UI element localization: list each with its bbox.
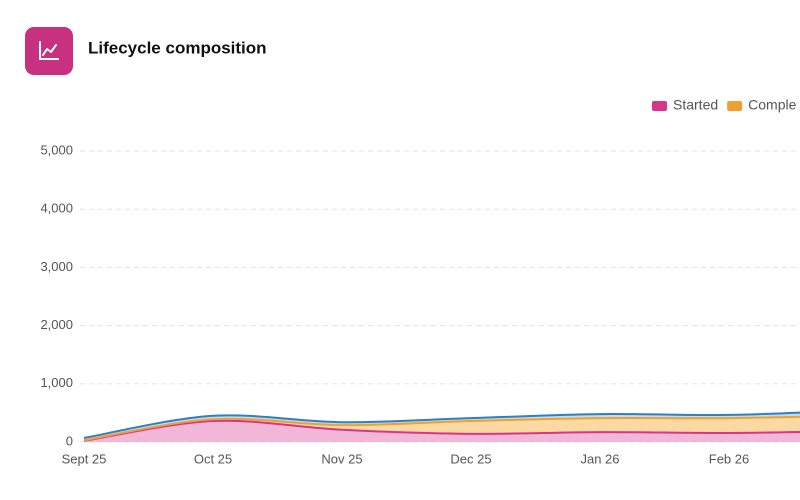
series-line xyxy=(83,411,800,439)
x-tick-label: Nov 25 xyxy=(321,451,362,466)
x-tick-label: Oct 25 xyxy=(194,451,232,466)
legend-swatch xyxy=(727,101,743,111)
x-tick-label: Jan 26 xyxy=(580,451,619,466)
area xyxy=(84,420,800,443)
x-tick-label: Sept 25 xyxy=(62,451,107,466)
x-tick-label: Dec 25 xyxy=(450,451,491,466)
legend-swatch xyxy=(652,101,667,111)
icon-glyph xyxy=(39,41,59,60)
area xyxy=(84,416,800,441)
chart-title: Lifecycle composition xyxy=(88,38,267,57)
y-tick-label: 4,000 xyxy=(40,201,73,216)
y-tick-label: 5,000 xyxy=(40,142,73,157)
legend-label: Started xyxy=(673,97,718,113)
series-line xyxy=(83,419,800,442)
y-tick-label: 3,000 xyxy=(40,259,73,274)
y-tick-label: 1,000 xyxy=(40,375,73,390)
y-tick-label: 2,000 xyxy=(40,317,73,332)
y-tick-label: 0 xyxy=(66,433,73,448)
series-line xyxy=(83,415,800,442)
x-tick-label: Feb 26 xyxy=(709,451,749,466)
legend-label: Comple xyxy=(748,97,796,113)
